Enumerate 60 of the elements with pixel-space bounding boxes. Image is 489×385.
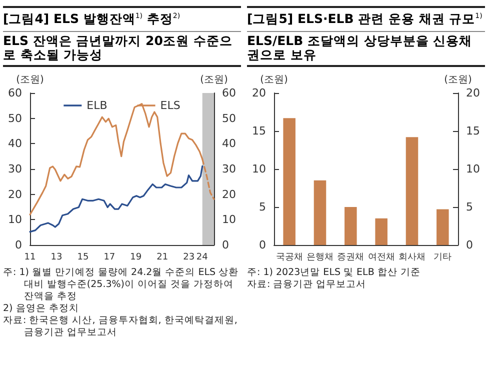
y2-axis-title: (조원) — [200, 74, 228, 86]
y2-tick-label: 40 — [222, 137, 236, 150]
text: 자료: 금융기관 업무보고서 — [247, 279, 368, 291]
y2-tick-label: 0 — [466, 238, 473, 252]
y2-axis-title: (조원) — [444, 74, 472, 86]
x-tick-label: 19 — [130, 252, 142, 262]
y2-tick-label: 50 — [222, 112, 236, 125]
x-tick-label: 회사채 — [398, 252, 426, 262]
y-tick-label: 5 — [259, 200, 266, 214]
text: 주: 1) 2023년말 ELS 및 ELB 합산 기준 — [247, 267, 422, 279]
bar — [406, 137, 418, 245]
legend-label: ELB — [86, 99, 108, 112]
x-tick-label: 여전채 — [368, 252, 395, 262]
text: 자료: 한국은행 시산, 금융투자협회, 한국예탁결제원, 금융기관 업무보고서 — [3, 315, 238, 339]
x-tick-label: 은행채 — [306, 252, 334, 262]
x-tick-label: 증권채 — [337, 252, 364, 262]
y-tick-label: 40 — [8, 137, 22, 150]
bar — [375, 218, 388, 245]
x-tick-label: 기타 — [434, 252, 452, 262]
x-tick-label: 21 — [156, 252, 168, 262]
x-tick-label: 17 — [104, 252, 116, 262]
y-tick-label: 60 — [8, 86, 22, 100]
y-tick-label: 15 — [252, 124, 266, 138]
y-tick-label: 0 — [15, 238, 22, 252]
x-tick-label: 15 — [77, 252, 89, 262]
y-tick-label: 10 — [252, 162, 266, 176]
y-tick-label: 10 — [8, 213, 22, 226]
x-tick-label: 11 — [24, 252, 36, 262]
y2-tick-label: 5 — [466, 200, 473, 214]
chart-title: [그림5] ELS·ELB 관련 운용 채권 규모$^{1)}$ — [247, 6, 485, 32]
y2-tick-label: 10 — [222, 213, 236, 226]
chart-title: [그림4] ELS 발행잔액$^{1)}$ 추정$^{2)}$ — [3, 6, 241, 32]
y-tick-label: 20 — [252, 86, 266, 100]
x-tick-label: 23 — [183, 252, 195, 262]
y2-tick-label: 60 — [222, 86, 236, 100]
y2-tick-label: 20 — [222, 188, 236, 201]
y-axis-title: (조원) — [260, 74, 288, 86]
x-tick-label: 24 — [196, 252, 208, 262]
y2-tick-label: 10 — [466, 162, 480, 176]
bar — [344, 207, 357, 245]
chart-subtitle: ELS 잔액은 금년말까지 20조원 수준으로 축소될 가능성 — [3, 32, 241, 67]
x-tick-label: 13 — [50, 252, 62, 262]
y-tick-label: 20 — [8, 188, 22, 201]
text: 2) 음영은 추정치 — [3, 303, 80, 315]
legend-label: ELS — [160, 99, 180, 112]
y-axis-title: (조원) — [16, 74, 44, 86]
bar — [314, 180, 326, 245]
y2-tick-label: 15 — [466, 124, 480, 138]
y2-tick-label: 20 — [466, 86, 480, 100]
bar — [436, 209, 449, 245]
y-tick-label: 30 — [8, 162, 22, 176]
y-tick-label: 0 — [259, 238, 266, 252]
bar — [283, 118, 296, 245]
x-tick-label: 국공채 — [276, 252, 303, 262]
y2-tick-label: 0 — [222, 238, 229, 252]
chart-subtitle: ELS/ELB 조달액의 상당부분을 신용채권으로 보유 — [247, 32, 485, 67]
text: 주: 1) 월별 만기예정 물량에 24.2월 수준의 ELS 상환대비 발행수준(25.3%)이 이어질 것을 가정하여 잔액을 추정 — [3, 267, 240, 303]
line-series — [29, 165, 204, 233]
y-tick-label: 50 — [8, 112, 22, 125]
y2-tick-label: 30 — [222, 162, 236, 176]
